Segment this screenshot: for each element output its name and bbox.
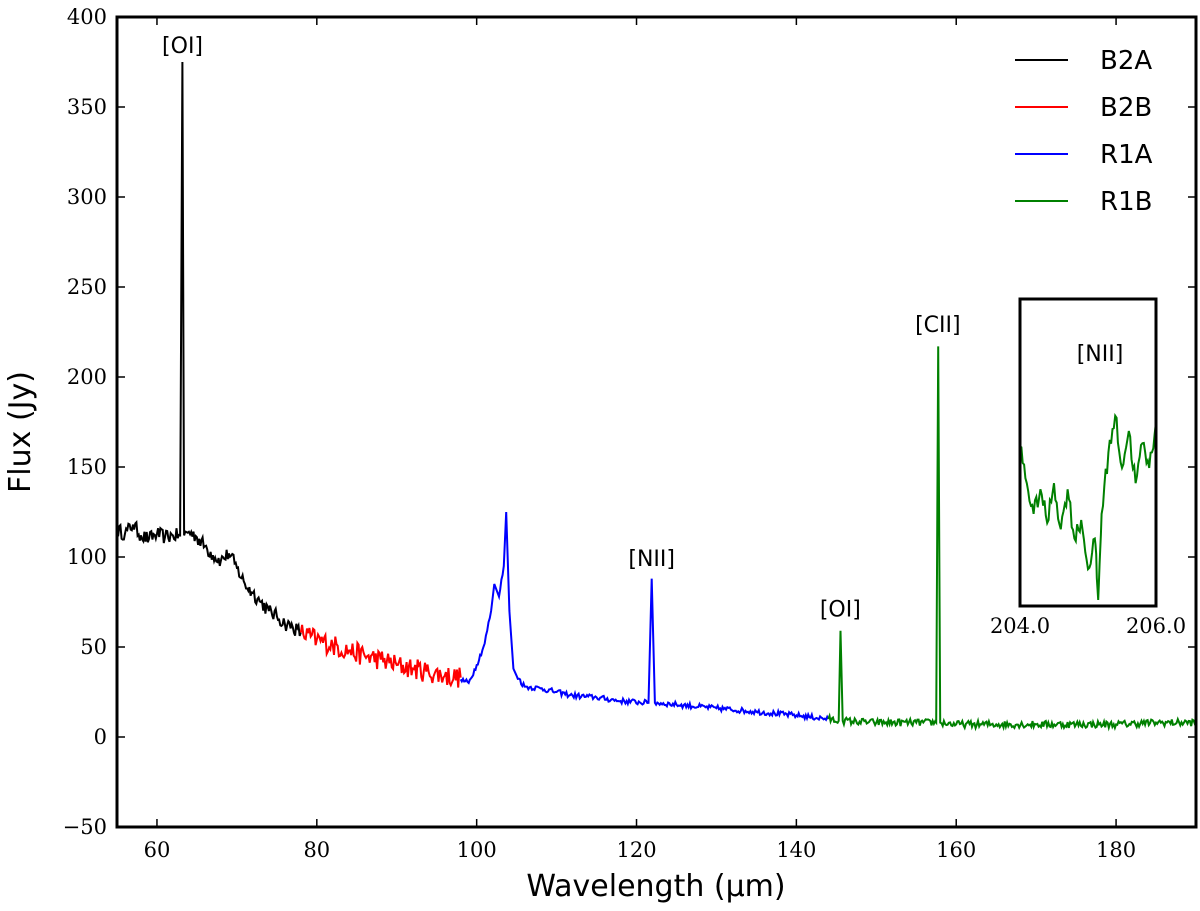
legend-label-R1B: R1B	[1100, 187, 1152, 217]
x-tick-label: 140	[776, 838, 816, 862]
x-axis-title: Wavelength (μm)	[526, 869, 785, 904]
inset-series-line	[1019, 412, 1157, 600]
inset-plot: [NII] 204.0 206.0	[990, 297, 1186, 638]
y-tick-label: 0	[94, 725, 107, 749]
x-tick-label: 180	[1096, 838, 1136, 862]
y-tick-label: 100	[67, 545, 107, 569]
y-tick-label: 250	[67, 275, 107, 299]
series-line-B2B	[299, 624, 462, 688]
series-line-R1A	[459, 511, 830, 722]
line-annotation: [OI]	[820, 597, 861, 622]
line-annotation: [NII]	[628, 547, 675, 572]
legend-label-B2A: B2A	[1100, 46, 1152, 76]
y-tick-label: 50	[80, 635, 107, 659]
inset-x-tick-right: 206.0	[1126, 614, 1186, 638]
y-tick-label: 150	[67, 455, 107, 479]
x-tick-label: 80	[303, 838, 330, 862]
y-tick-label: 200	[67, 365, 107, 389]
y-axis-title: Flux (Jy)	[3, 371, 38, 493]
y-tick-label: −50	[63, 815, 107, 839]
inset-background	[1020, 299, 1156, 606]
series-line-R1B	[827, 346, 1197, 732]
line-annotation: [CII]	[915, 313, 961, 338]
annotations-layer: [OI] [NII] [OI] [CII]	[162, 34, 961, 622]
x-tick-label: 160	[936, 838, 976, 862]
series-line-B2A	[116, 61, 302, 637]
legend: B2A B2B R1A R1B	[1015, 46, 1153, 217]
y-tick-label: 350	[67, 95, 107, 119]
inset-annotation: [NII]	[1077, 342, 1124, 367]
plot-frame	[115, 15, 1198, 829]
series-layer	[116, 61, 1197, 732]
y-tick-label: 300	[67, 185, 107, 209]
legend-label-R1A: R1A	[1100, 140, 1153, 170]
inset-x-tick-left: 204.0	[990, 614, 1050, 638]
ticks-layer: 60 80 100 120 140 160 180 −50 0 50 100 150 200 250 300…	[63, 5, 1196, 862]
line-annotation: [OI]	[162, 34, 203, 59]
x-tick-label: 60	[144, 838, 171, 862]
inset-frame	[1018, 297, 1158, 608]
y-tick-label: 400	[67, 5, 107, 29]
inset-series	[1019, 412, 1157, 600]
legend-label-B2B: B2B	[1100, 93, 1152, 123]
x-tick-label: 100	[457, 838, 497, 862]
x-tick-label: 120	[616, 838, 656, 862]
